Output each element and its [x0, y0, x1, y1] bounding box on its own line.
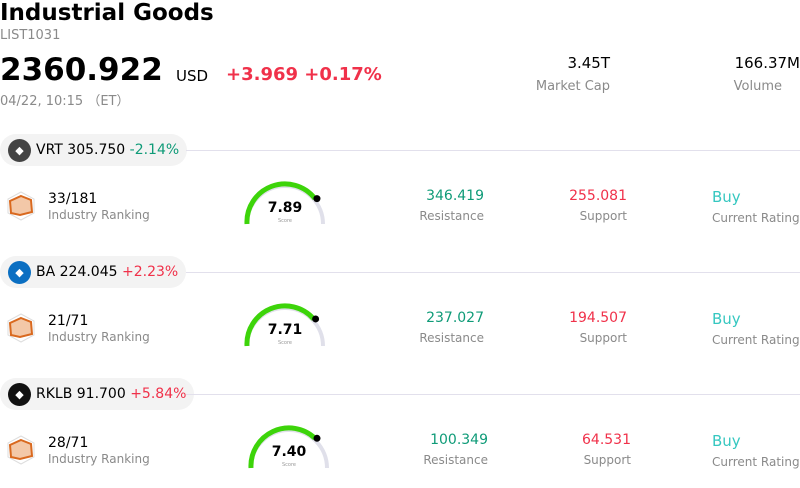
score-gauge	[244, 181, 325, 225]
radar-chart-icon	[7, 313, 35, 343]
current-rating-label: Current Rating	[712, 333, 800, 347]
industry-ranking-value: 33/181	[48, 191, 98, 207]
score-label: Score	[277, 340, 292, 346]
gauge-marker	[313, 195, 321, 203]
support-label: Support	[579, 331, 627, 345]
current-rating-label: Current Rating	[712, 211, 800, 225]
score-gauge	[248, 425, 329, 469]
score-gauge	[244, 303, 325, 347]
vertiv-logo-icon: ◆	[8, 138, 31, 162]
resistance-value: 100.349	[430, 432, 488, 448]
stock-ticker-price: BA 224.045	[36, 264, 118, 280]
current-rating-label: Current Rating	[712, 455, 800, 469]
support-label: Support	[579, 209, 627, 223]
currency: USD	[176, 67, 209, 85]
market-cap-label: Market Cap	[535, 79, 610, 94]
volume-value: 166.37M	[734, 54, 800, 72]
support-value: 64.531	[582, 432, 631, 448]
industry-ranking-label: Industry Ranking	[48, 208, 150, 222]
radar-chart-icon	[7, 435, 35, 465]
score-value: 7.89	[267, 200, 303, 216]
score-value: 7.71	[267, 322, 303, 338]
resistance-label: Resistance	[423, 453, 488, 467]
score-value: 7.40	[271, 444, 307, 460]
resistance-value: 346.419	[426, 188, 484, 204]
index-price: 2360.922	[0, 52, 163, 88]
support-value: 194.507	[569, 310, 627, 326]
radar-chart-icon	[7, 191, 35, 221]
stock-ticker-price: VRT 305.750	[36, 142, 126, 158]
current-rating-value[interactable]: Buy	[712, 432, 741, 450]
industry-ranking-label: Industry Ranking	[48, 330, 150, 344]
gauge-marker	[312, 315, 320, 323]
support-value: 255.081	[569, 188, 627, 204]
volume-label: Volume	[733, 79, 782, 94]
support-label: Support	[583, 453, 631, 467]
divider	[186, 272, 800, 273]
page-title: Industrial Goods	[0, 0, 214, 26]
gauge-marker	[313, 434, 321, 442]
industry-ranking-value: 28/71	[48, 435, 89, 451]
current-rating-value[interactable]: Buy	[712, 310, 741, 328]
divider	[186, 150, 800, 151]
gauge-fill	[244, 303, 316, 347]
gauge-fill	[244, 181, 317, 225]
stock-change: +5.84%	[130, 386, 187, 402]
stock-change: -2.14%	[129, 142, 180, 158]
market-cap-value: 3.45T	[567, 54, 610, 72]
list-code: LIST1031	[0, 28, 61, 43]
resistance-value: 237.027	[426, 310, 484, 326]
score-label: Score	[281, 462, 296, 468]
divider	[186, 394, 800, 395]
timestamp: 04/22, 10:15 （ET）	[0, 94, 130, 109]
stock-chip[interactable]: ◆ BA 224.045 +2.23%	[0, 256, 187, 288]
current-rating-value[interactable]: Buy	[712, 188, 741, 206]
price-change: +3.969 +0.17%	[226, 64, 382, 85]
industry-ranking-label: Industry Ranking	[48, 452, 150, 466]
gauge-fill	[248, 425, 317, 469]
score-label: Score	[277, 218, 292, 224]
rocketlab-logo-icon: ◆	[8, 382, 31, 406]
boeing-logo-icon: ◆	[8, 260, 31, 284]
stock-chip[interactable]: ◆ VRT 305.750 -2.14%	[0, 134, 188, 166]
resistance-label: Resistance	[419, 209, 484, 223]
stock-change: +2.23%	[121, 264, 179, 280]
stock-ticker-price: RKLB 91.700	[36, 386, 126, 402]
stock-chip[interactable]: ◆ RKLB 91.700 +5.84%	[0, 378, 195, 410]
industry-ranking-value: 21/71	[48, 313, 89, 329]
resistance-label: Resistance	[419, 331, 484, 345]
